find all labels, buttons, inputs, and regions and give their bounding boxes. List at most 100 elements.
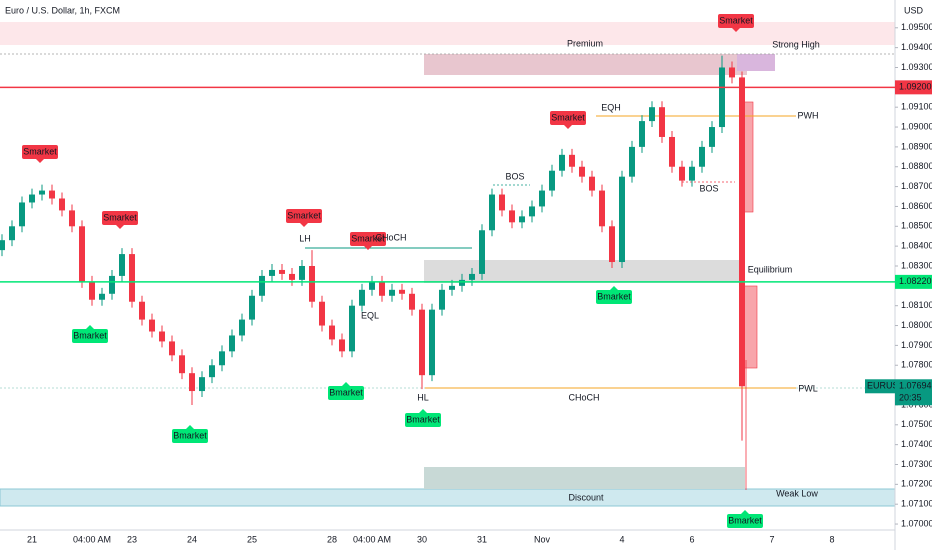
last-price-label: 1.07694 [899, 381, 932, 391]
bmarket-box [72, 329, 108, 343]
annotation: Equilibrium [748, 264, 793, 274]
candle-body [279, 269, 285, 274]
candle-body [719, 67, 725, 128]
candle-body [19, 202, 25, 227]
candle-body [639, 121, 645, 147]
chart-title: Euro / U.S. Dollar, 1h, FXCM [5, 5, 120, 15]
smarket-pointer [36, 159, 44, 163]
candle-body [479, 230, 485, 274]
smarket-box [22, 145, 58, 159]
y-tick-label: 1.09100 [901, 102, 932, 112]
last-price-name-badge [865, 379, 895, 394]
smarket-label: Smarket [287, 210, 321, 220]
candle-body [189, 373, 195, 392]
candle-body [239, 319, 245, 336]
bmarket-label: Bmarket [597, 291, 631, 301]
y-tick-label: 1.07100 [901, 499, 932, 509]
candle-body [139, 301, 145, 320]
candle-body [169, 341, 175, 356]
candle-body [429, 309, 435, 376]
y-tick-label: 1.08900 [901, 141, 932, 151]
candle-body [559, 154, 565, 171]
candle-body [319, 301, 325, 326]
candle-body [389, 289, 395, 296]
candle-body [179, 355, 185, 374]
x-tick-label: 4 [619, 534, 624, 544]
annotation: BOS [699, 183, 718, 193]
candle-body [149, 319, 155, 332]
candle-body [469, 273, 475, 280]
candle-body [499, 194, 505, 211]
candle-body [439, 289, 445, 310]
candle-body [329, 325, 335, 340]
smarket-box [550, 111, 586, 125]
x-tick-label: 7 [769, 534, 774, 544]
bmarket-pointer [419, 409, 427, 413]
candle-body [579, 166, 585, 177]
smarket-label: Smarket [551, 112, 585, 122]
level-label: 1.09200 [899, 82, 932, 92]
smarket-box [718, 14, 754, 28]
candle-body [269, 269, 275, 276]
y-tick-label: 1.08700 [901, 181, 932, 191]
candle-body [739, 77, 745, 387]
candle-body [399, 289, 405, 294]
smarket-box [350, 232, 386, 246]
candle-body [609, 226, 615, 263]
x-tick-label: Nov [534, 534, 551, 544]
bmarket-label: Bmarket [329, 387, 363, 397]
bmarket-pointer [86, 325, 94, 329]
x-tick-label: 24 [187, 534, 197, 544]
candle-body [29, 194, 35, 203]
candle-body [259, 275, 265, 296]
y-tick-label: 1.07500 [901, 419, 932, 429]
smarket-label: Smarket [719, 15, 753, 25]
candle-body [459, 279, 465, 286]
annotation: Discount [568, 492, 604, 502]
last-price-name: EURUSD [867, 381, 906, 391]
annotation: Strong High [772, 39, 820, 49]
y-tick-label: 1.08600 [901, 201, 932, 211]
fvg [742, 285, 758, 369]
candle-body [159, 331, 165, 342]
y-tick-label: 1.08100 [901, 300, 932, 310]
currency: USD [904, 5, 924, 15]
bmarket-label: Bmarket [406, 414, 440, 424]
y-tick-label: 1.08500 [901, 221, 932, 231]
candle-body [589, 176, 595, 191]
smarket-pointer [732, 28, 740, 32]
bmarket-label: Bmarket [73, 330, 107, 340]
supply-zone [424, 54, 747, 75]
smarket-box [102, 211, 138, 225]
candle-body [289, 273, 295, 280]
bmarket-pointer [186, 425, 194, 429]
annotation: LH [299, 233, 311, 243]
bmarket-box [328, 386, 364, 400]
supply-zone-ext [737, 54, 775, 71]
last-price-badge [895, 379, 932, 406]
candle-body [59, 198, 65, 211]
annotation: EQL [361, 310, 379, 320]
annotation: HL [417, 392, 429, 402]
bmarket-label: Bmarket [728, 515, 762, 525]
countdown: 20:35 [899, 393, 922, 403]
smarket-label: Smarket [103, 212, 137, 222]
candle-body [509, 210, 515, 223]
y-tick-label: 1.08800 [901, 161, 932, 171]
candle-body [229, 335, 235, 352]
x-tick-label: 21 [27, 534, 37, 544]
candle-body [79, 226, 85, 282]
smarket-label: Smarket [351, 233, 385, 243]
annotation: Premium [567, 38, 603, 48]
candle-body [529, 206, 535, 217]
bmarket-box [405, 413, 441, 427]
bmarket-pointer [610, 286, 618, 290]
level-label: 1.08220 [899, 276, 932, 286]
candle-body [129, 254, 135, 302]
level-badge [895, 80, 932, 95]
candle-body [309, 265, 315, 302]
annotation: EQH [601, 102, 621, 112]
bmarket-box [172, 429, 208, 443]
y-tick-label: 1.07900 [901, 340, 932, 350]
candle-body [209, 365, 215, 378]
